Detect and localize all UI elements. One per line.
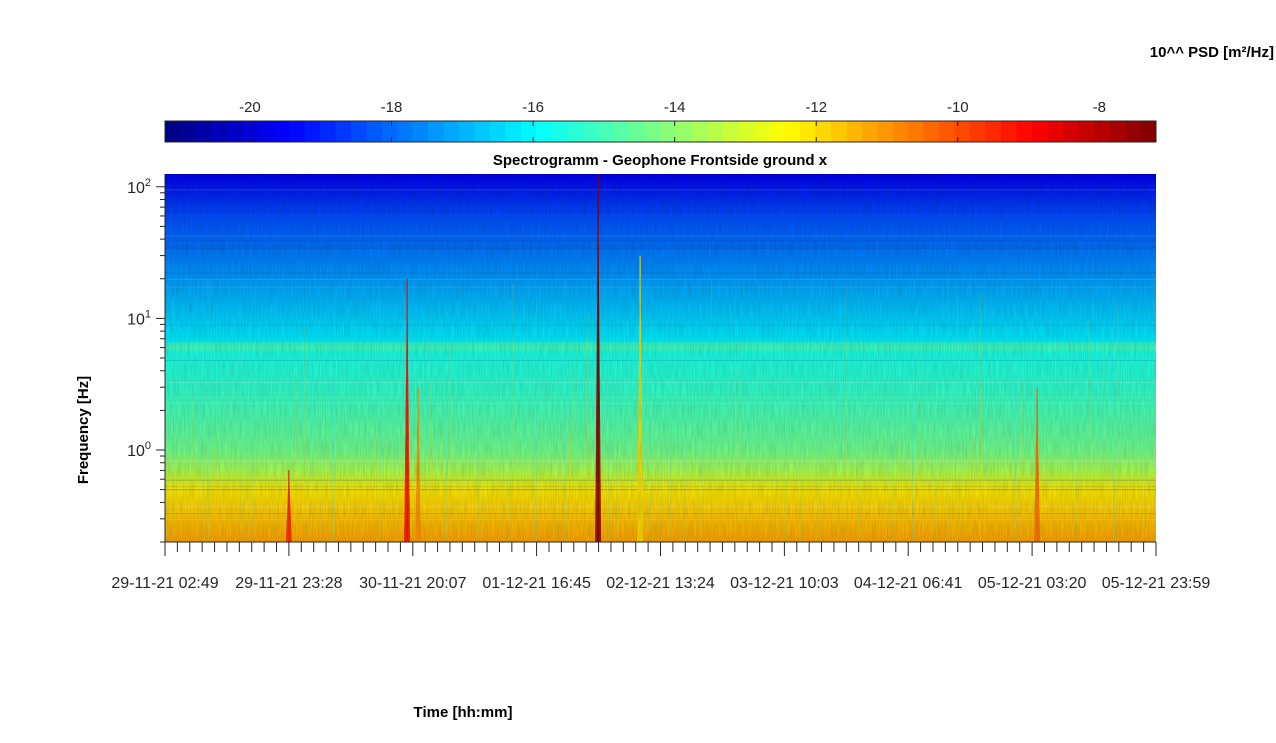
x-tick-label: 29-11-21 23:28 (235, 575, 342, 592)
chart-title: Spectrogramm - Geophone Frontside ground… (493, 152, 828, 169)
x-tick-label: 05-12-21 03:20 (978, 575, 1087, 592)
colorbar-tick-label: -8 (1093, 99, 1106, 116)
colorbar-tick-label: -16 (522, 99, 544, 116)
y-axis-label: Frequency [Hz] (75, 376, 92, 484)
x-axis-label: Time [hh:mm] (414, 704, 513, 721)
y-tick-exponent: 0 (145, 440, 151, 452)
x-axis-ticks: 29-11-21 02:49 29-11-21 23:28 30-11-21 20:… (111, 542, 1210, 592)
y-tick-base: 10 (127, 180, 145, 197)
x-tick-label: 30-11-21 20:07 (359, 575, 466, 592)
colorbar-tick-label: -14 (664, 99, 686, 116)
colorbar: 10^^ PSD [m²/Hz] -20 -18 -16 -14 -12 -10 -8 (164, 44, 1274, 143)
colorbar-strip (164, 120, 1157, 143)
colorbar-ticks: -20 -18 -16 -14 -12 -10 -8 (239, 99, 1106, 142)
x-tick-label: 01-12-21 16:45 (482, 575, 591, 592)
colorbar-label: 10^^ PSD [m²/Hz] (1150, 44, 1274, 61)
y-tick-base: 10 (127, 443, 145, 460)
y-tick-exponent: 2 (145, 177, 151, 189)
y-tick-label: 102 (127, 177, 151, 197)
y-tick-base: 10 (127, 311, 145, 328)
x-tick-label: 02-12-21 13:24 (606, 575, 715, 592)
x-tick-label: 03-12-21 10:03 (730, 575, 839, 592)
x-tick-label: 05-12-21 23:59 (1102, 575, 1211, 592)
colorbar-tick-label: -10 (947, 99, 969, 116)
y-tick-label: 101 (127, 308, 151, 328)
colorbar-tick-label: -18 (381, 99, 403, 116)
x-tick-label: 29-11-21 02:49 (111, 575, 218, 592)
y-tick-label: 100 (127, 440, 151, 460)
x-tick-label: 04-12-21 06:41 (854, 575, 963, 592)
plot-area (165, 174, 1156, 542)
colorbar-tick-label: -12 (805, 99, 827, 116)
y-tick-exponent: 1 (145, 308, 151, 320)
noise-texture (165, 174, 1156, 542)
colorbar-tick-label: -20 (239, 99, 261, 116)
